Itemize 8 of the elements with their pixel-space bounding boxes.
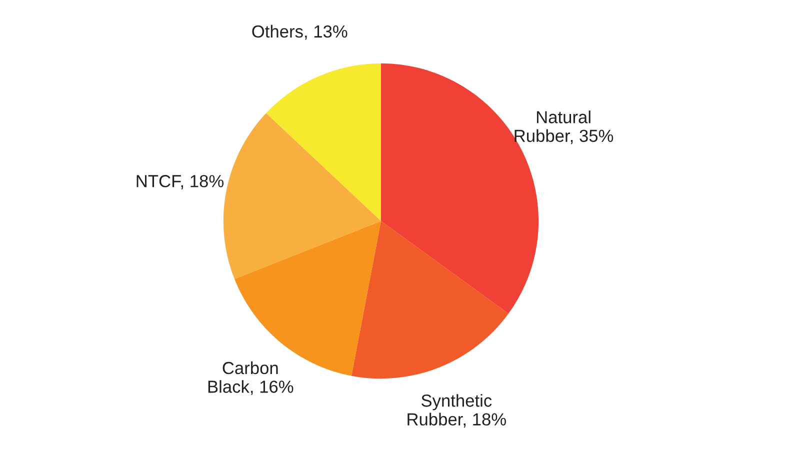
pie-slice <box>223 113 381 280</box>
slice-label: Carbon Black, 16% <box>208 361 294 395</box>
slice-label: Natural Rubber, 35% <box>514 110 614 144</box>
slice-label: Others, 13% <box>252 24 348 40</box>
slice-label: Synthetic Rubber, 18% <box>408 394 506 428</box>
pie-slice <box>266 63 381 222</box>
pie-slice <box>351 221 508 379</box>
slice-label: NTCF, 18% <box>136 174 224 190</box>
